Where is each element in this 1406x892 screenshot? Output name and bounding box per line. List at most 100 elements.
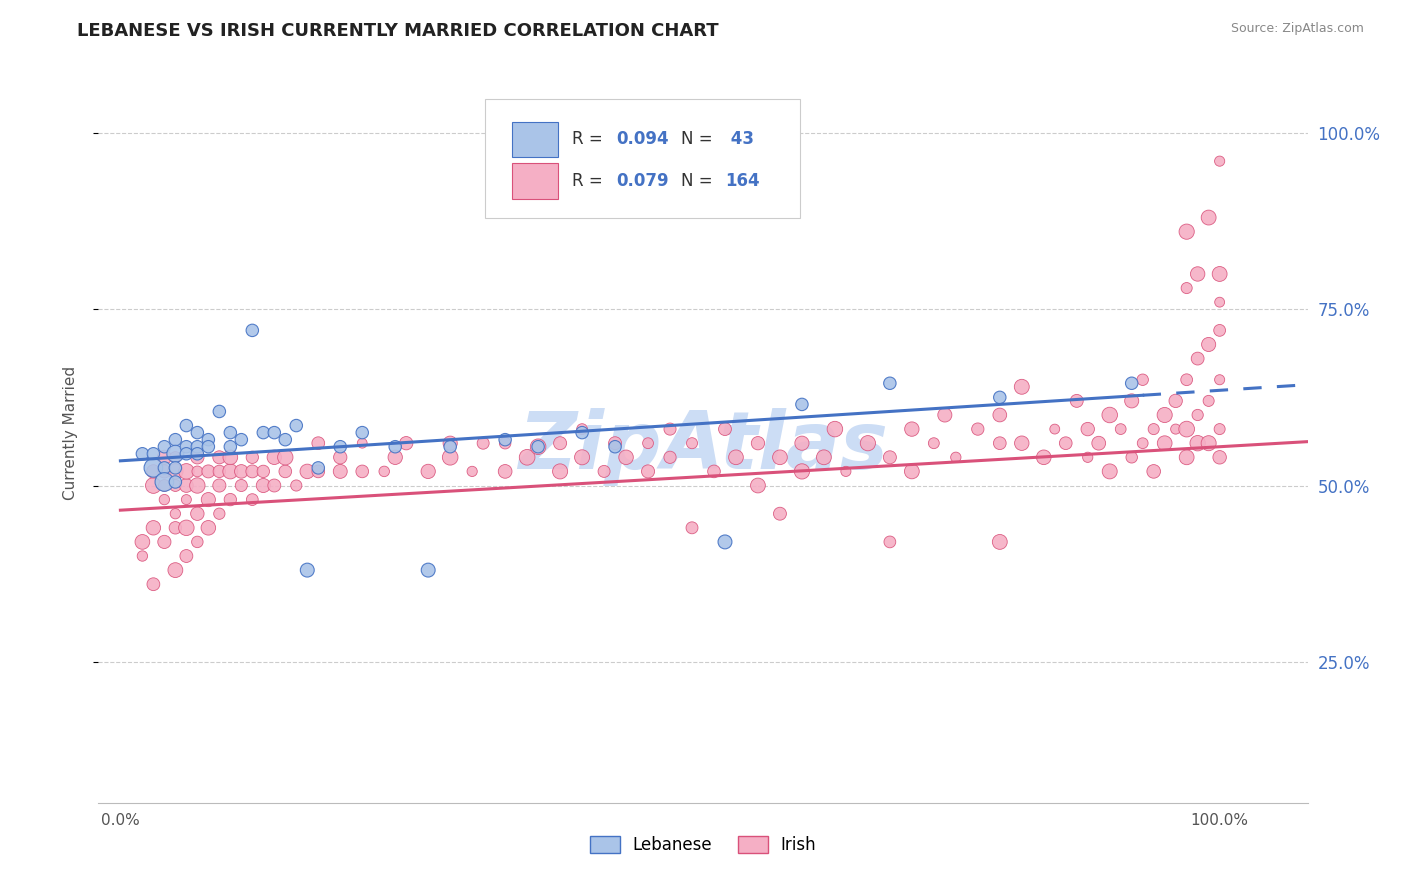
- Point: [307, 436, 329, 450]
- Point: [1011, 380, 1033, 394]
- Text: 0.079: 0.079: [616, 172, 669, 190]
- Point: [1175, 422, 1198, 436]
- Point: [176, 440, 198, 454]
- Point: [176, 464, 198, 478]
- Point: [384, 450, 406, 465]
- Text: Source: ZipAtlas.com: Source: ZipAtlas.com: [1230, 22, 1364, 36]
- Text: ZipAtlas: ZipAtlas: [517, 409, 889, 486]
- Point: [901, 422, 924, 436]
- Point: [988, 436, 1011, 450]
- Text: R =: R =: [572, 172, 609, 190]
- Point: [176, 478, 198, 492]
- Point: [571, 425, 593, 440]
- Point: [307, 464, 329, 478]
- Point: [472, 436, 495, 450]
- Point: [274, 464, 297, 478]
- Point: [856, 436, 879, 450]
- Point: [945, 450, 967, 465]
- Point: [197, 492, 219, 507]
- Point: [593, 464, 616, 478]
- Point: [1132, 436, 1154, 450]
- Point: [418, 464, 440, 478]
- FancyBboxPatch shape: [512, 121, 558, 157]
- Point: [1187, 408, 1209, 422]
- Point: [352, 436, 374, 450]
- Point: [439, 440, 461, 454]
- Point: [373, 464, 395, 478]
- Point: [1143, 422, 1166, 436]
- Point: [637, 464, 659, 478]
- Point: [165, 450, 187, 465]
- Point: [747, 478, 769, 492]
- Point: [274, 450, 297, 465]
- Point: [548, 436, 571, 450]
- Point: [1175, 450, 1198, 465]
- Point: [571, 450, 593, 465]
- Point: [186, 464, 208, 478]
- Point: [901, 464, 924, 478]
- Point: [263, 478, 285, 492]
- Point: [165, 461, 187, 475]
- Point: [1175, 225, 1198, 239]
- Point: [197, 521, 219, 535]
- Point: [1143, 464, 1166, 478]
- Point: [527, 440, 550, 454]
- Point: [988, 390, 1011, 404]
- Point: [153, 440, 176, 454]
- Point: [208, 450, 231, 465]
- Point: [1098, 408, 1121, 422]
- Point: [208, 478, 231, 492]
- Point: [153, 492, 176, 507]
- Point: [714, 422, 737, 436]
- Point: [142, 478, 165, 492]
- Legend: Lebanese, Irish: Lebanese, Irish: [583, 830, 823, 861]
- Point: [637, 436, 659, 450]
- Point: [516, 450, 538, 465]
- Point: [153, 535, 176, 549]
- Point: [879, 450, 901, 465]
- Point: [252, 478, 274, 492]
- Point: [395, 436, 418, 450]
- Point: [219, 440, 242, 454]
- Point: [418, 563, 440, 577]
- Point: [1109, 422, 1132, 436]
- Point: [186, 507, 208, 521]
- Point: [494, 433, 516, 447]
- Point: [219, 464, 242, 478]
- Point: [1187, 436, 1209, 450]
- Point: [1208, 323, 1230, 337]
- Point: [1175, 281, 1198, 295]
- Point: [329, 440, 352, 454]
- Point: [790, 397, 813, 411]
- Point: [165, 475, 187, 489]
- Point: [703, 464, 725, 478]
- Point: [1077, 450, 1099, 465]
- Point: [1164, 422, 1187, 436]
- Point: [131, 549, 153, 563]
- Point: [131, 535, 153, 549]
- Point: [208, 507, 231, 521]
- Point: [186, 447, 208, 461]
- FancyBboxPatch shape: [512, 163, 558, 199]
- Point: [263, 450, 285, 465]
- Point: [1187, 351, 1209, 366]
- Point: [1208, 267, 1230, 281]
- Point: [1121, 376, 1143, 391]
- Point: [571, 422, 593, 436]
- Point: [1208, 154, 1230, 169]
- Point: [527, 440, 550, 454]
- Point: [186, 450, 208, 465]
- Point: [1198, 436, 1220, 450]
- Point: [879, 535, 901, 549]
- Point: [274, 433, 297, 447]
- FancyBboxPatch shape: [485, 99, 800, 218]
- Point: [285, 418, 308, 433]
- Point: [153, 475, 176, 489]
- Point: [165, 521, 187, 535]
- Point: [724, 450, 747, 465]
- Point: [659, 450, 682, 465]
- Point: [131, 447, 153, 461]
- Point: [153, 461, 176, 475]
- Point: [769, 507, 792, 521]
- Point: [603, 436, 626, 450]
